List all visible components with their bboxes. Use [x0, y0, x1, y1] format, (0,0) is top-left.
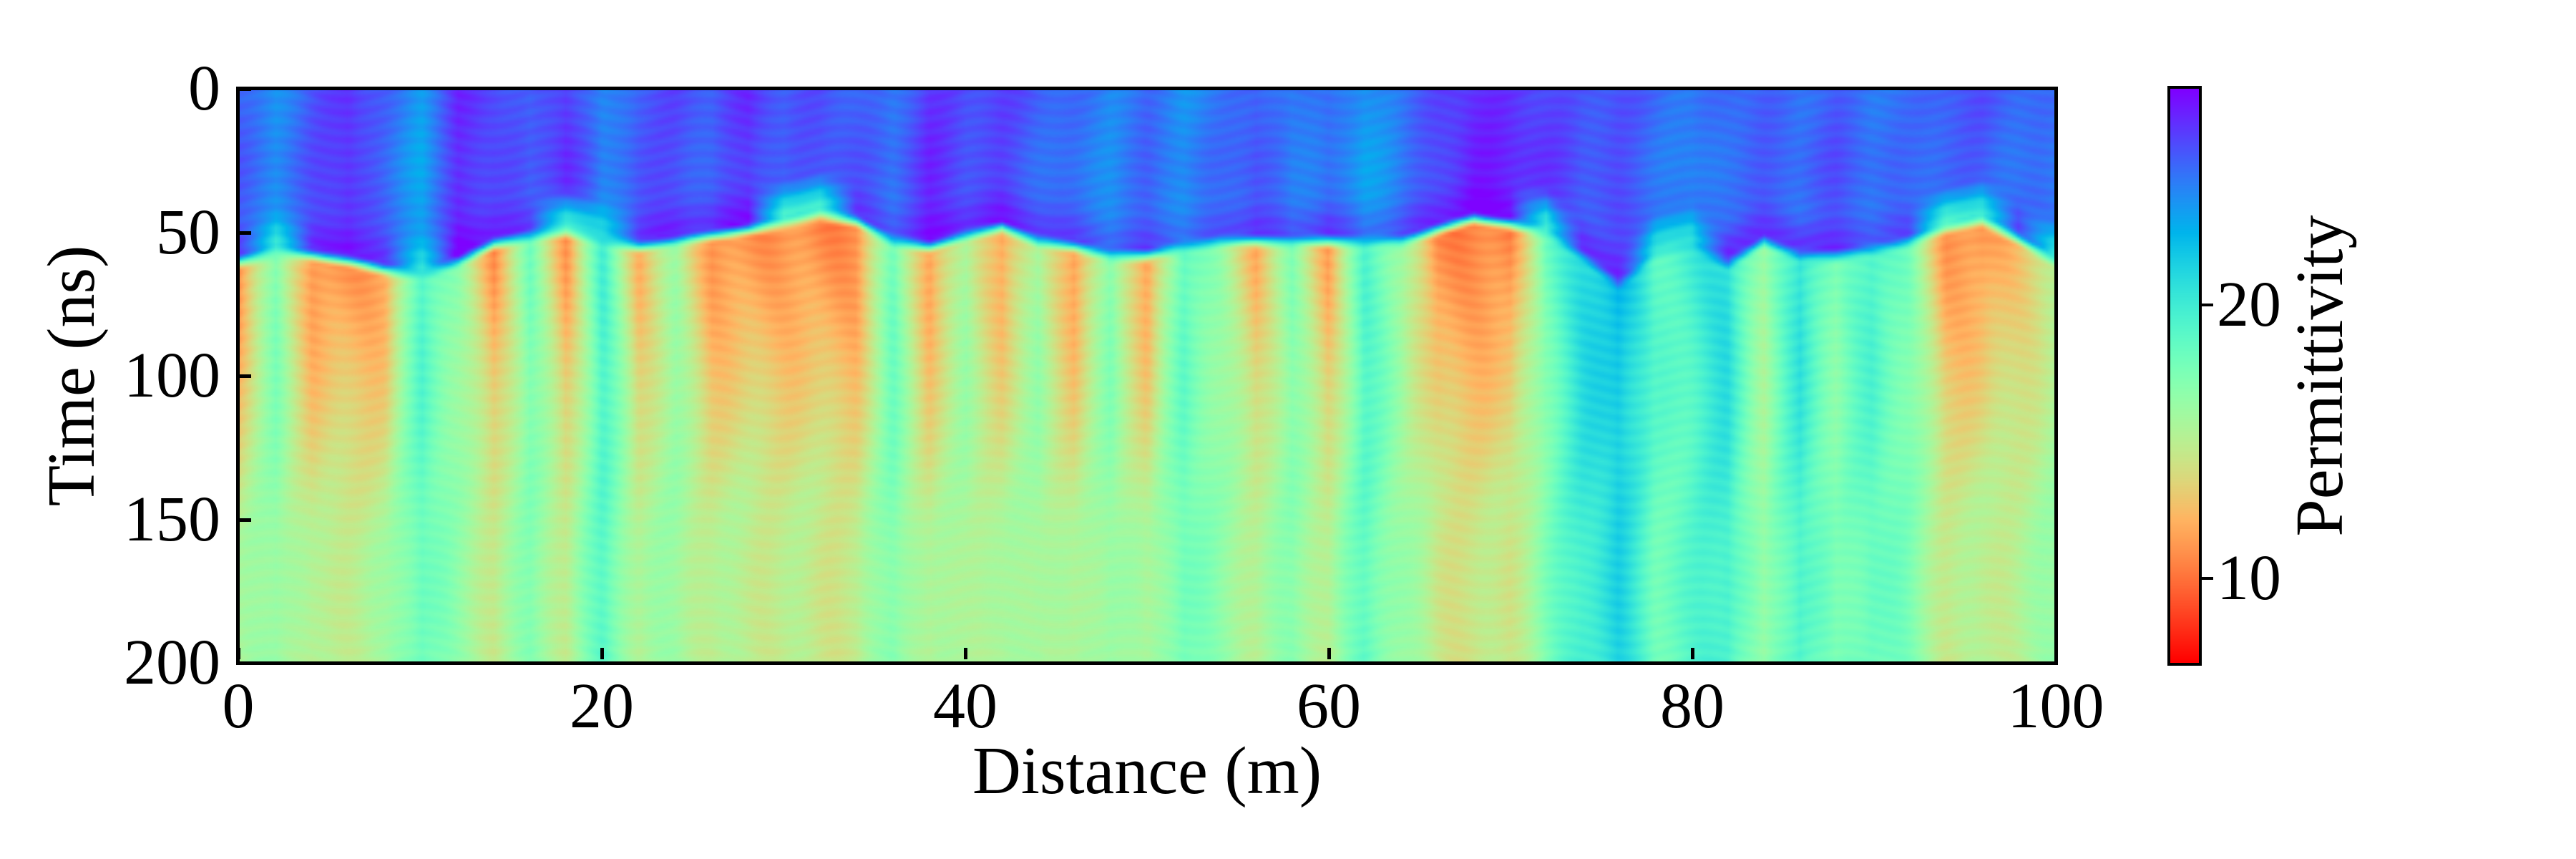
x-tick-label: 80 — [1660, 671, 1724, 742]
y-tick-label: 50 — [156, 196, 220, 268]
x-tick-label: 20 — [570, 671, 634, 742]
colorbar-tick-mark — [2202, 576, 2213, 580]
colorbar-gradient — [2170, 89, 2199, 663]
x-tick-label: 0 — [222, 671, 255, 742]
y-tick-mark — [240, 230, 251, 235]
y-tick-mark — [240, 87, 251, 91]
x-tick-label: 60 — [1297, 671, 1361, 742]
y-tick-label: 150 — [124, 483, 220, 555]
x-axis-label: Distance (m) — [972, 734, 1322, 808]
x-tick-mark — [1691, 648, 1694, 659]
colorbar-tick-label: 10 — [2217, 542, 2281, 613]
y-tick-label: 0 — [188, 53, 220, 124]
colorbar-tick-mark — [2202, 303, 2213, 306]
y-tick-mark — [240, 374, 251, 378]
y-tick-mark — [240, 661, 251, 665]
x-tick-mark — [1327, 648, 1331, 659]
x-tick-mark — [964, 648, 967, 659]
y-axis-label: Time (ns) — [34, 245, 109, 507]
x-tick-label: 40 — [933, 671, 997, 742]
x-tick-mark — [600, 648, 604, 659]
colorbar-tick-label: 20 — [2217, 268, 2281, 340]
colorbar-label: Permittivity — [2283, 215, 2357, 537]
x-tick-label: 100 — [2007, 671, 2104, 742]
y-tick-label: 200 — [124, 627, 220, 698]
heatmap-canvas — [238, 89, 2056, 663]
y-tick-label: 100 — [124, 340, 220, 411]
x-tick-mark — [237, 648, 240, 659]
x-tick-mark — [2054, 648, 2058, 659]
y-tick-mark — [240, 518, 251, 522]
